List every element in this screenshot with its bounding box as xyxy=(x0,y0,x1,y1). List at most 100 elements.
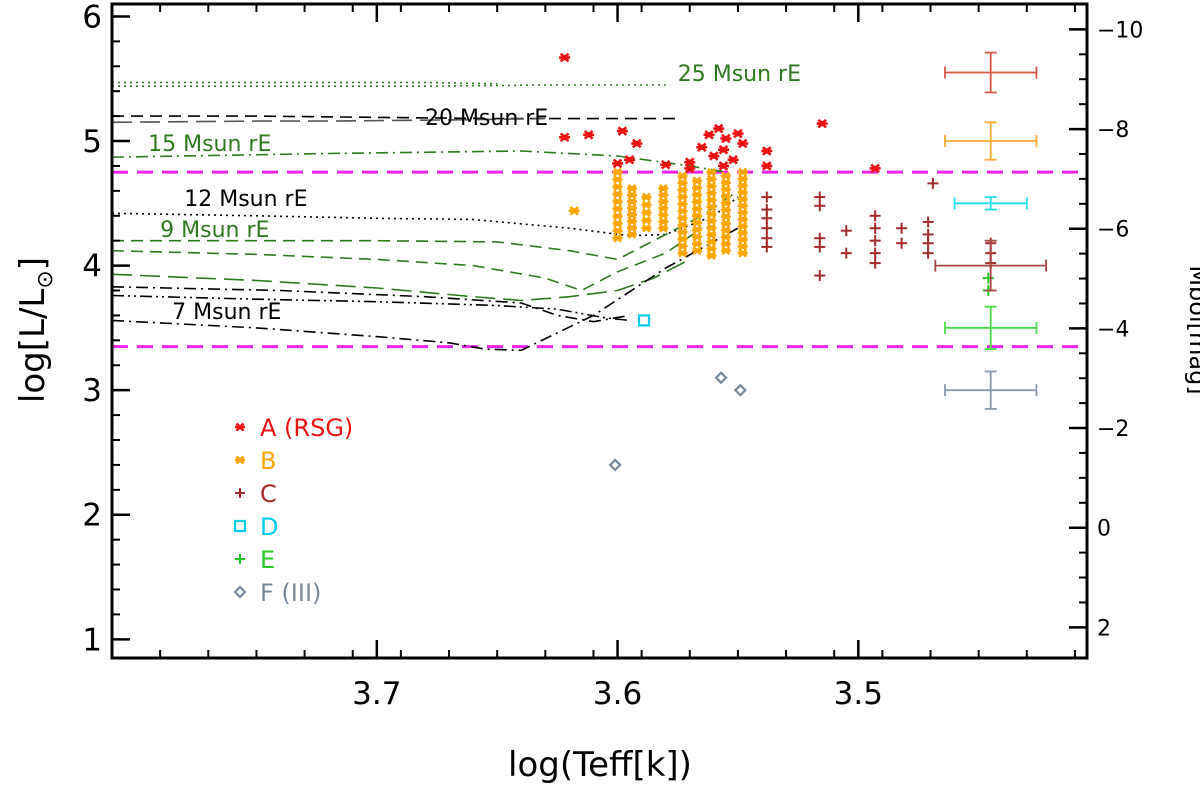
x-tick-label-0: 3.7 xyxy=(352,676,401,712)
point-B-c7-9 xyxy=(720,185,731,194)
point-B-c4-8 xyxy=(677,192,688,202)
point-B-c0-4 xyxy=(612,204,623,214)
y2-tick-label-4: −6 xyxy=(1097,218,1129,243)
legend-marker-C xyxy=(235,488,245,498)
point-A-23 xyxy=(717,161,729,171)
legend-entry-E: E xyxy=(235,546,275,574)
point-B-c7-5 xyxy=(720,212,731,222)
point-B-c6-11 xyxy=(706,174,717,184)
y-axis-title-sun: ⊙ xyxy=(33,270,58,288)
track-label-4: 9 Msun rE xyxy=(160,218,269,243)
point-B-c3-6 xyxy=(658,183,669,193)
point-C-24 xyxy=(927,177,939,189)
point-B-c5-9 xyxy=(692,183,702,193)
legend-entry-F: F (III) xyxy=(233,579,321,607)
point-A-22 xyxy=(684,163,696,174)
point-A-1 xyxy=(559,132,571,143)
series-B xyxy=(568,167,748,261)
point-A-11 xyxy=(713,123,725,134)
y2-tick-label-5: −8 xyxy=(1097,118,1129,143)
track-line-9 xyxy=(111,286,630,323)
point-B-c8-3 xyxy=(737,228,748,238)
point-B-c4-9 xyxy=(677,185,688,195)
track-line-2 xyxy=(112,115,678,120)
point-B-c7-7 xyxy=(720,198,731,208)
point-B-c0-7 xyxy=(612,182,623,192)
point-A-20 xyxy=(816,118,828,129)
point-B-c5-0 xyxy=(692,246,702,256)
point-B-c5-8 xyxy=(692,190,702,200)
plot-frame xyxy=(110,2,1089,660)
point-C-2 xyxy=(761,212,773,224)
error-bar-3 xyxy=(934,239,1047,292)
point-B-c6-8 xyxy=(706,195,717,205)
legend-label-E: E xyxy=(260,546,275,574)
point-B-c0-8 xyxy=(612,175,623,184)
point-C-15 xyxy=(869,235,881,247)
point-B-c7-1 xyxy=(720,239,731,249)
point-B-c8-0 xyxy=(737,248,748,258)
point-B-c2-0 xyxy=(641,223,652,233)
track-label-0: 25 Msun rE xyxy=(678,62,801,87)
point-B-c6-3 xyxy=(706,230,717,240)
point-C-14 xyxy=(869,222,881,234)
point-B-c0-9 xyxy=(612,167,623,177)
point-E-0 xyxy=(982,272,994,284)
legend-marker-B xyxy=(235,455,245,465)
point-C-17 xyxy=(869,257,881,269)
point-B-c4-7 xyxy=(677,199,688,209)
point-B-c0-5 xyxy=(612,197,623,206)
legend-label-C: C xyxy=(260,480,277,508)
point-B-c7-3 xyxy=(720,225,731,235)
point-B-c6-2 xyxy=(706,237,717,247)
y2-axis-title: Mbol[mag] xyxy=(1184,265,1200,394)
point-B-c8-2 xyxy=(737,235,748,245)
point-A-0 xyxy=(559,52,571,63)
point-B-c3-1 xyxy=(658,217,669,227)
point-B-c1-1 xyxy=(627,223,637,233)
point-B-c4-3 xyxy=(677,227,688,237)
y2-tick-label-3: −4 xyxy=(1097,317,1129,342)
point-B-c7-0 xyxy=(720,246,731,256)
point-A-19 xyxy=(761,161,773,171)
error-bar-1 xyxy=(944,121,1038,161)
point-D-0 xyxy=(637,314,651,327)
y-tick-label-1: 2 xyxy=(82,498,102,534)
point-B-c7-4 xyxy=(720,219,731,228)
point-B-c4-1 xyxy=(677,241,688,251)
point-B-c1-0 xyxy=(627,230,637,239)
point-B-c6-10 xyxy=(706,181,717,191)
point-B-c8-1 xyxy=(737,241,748,251)
point-C-22 xyxy=(922,237,934,249)
point-B-c1-4 xyxy=(627,203,637,213)
point-B-c3-0 xyxy=(658,223,669,233)
point-A-18 xyxy=(761,146,773,156)
point-B-c8-4 xyxy=(737,221,748,231)
y-tick-label-2: 3 xyxy=(82,373,102,409)
point-B-c2-4 xyxy=(641,192,652,202)
point-B-c7-8 xyxy=(720,191,731,201)
y2-tick-label-1: 0 xyxy=(1097,517,1111,542)
point-B-c0-6 xyxy=(612,189,623,199)
y-axis-title-close: ] xyxy=(13,257,53,270)
point-C-12 xyxy=(840,247,852,259)
series-F xyxy=(608,371,747,472)
point-B-c4-10 xyxy=(677,178,688,188)
point-B-c8-8 xyxy=(737,194,748,204)
legend-label-D: D xyxy=(260,513,278,541)
legend-entry-B: B xyxy=(235,447,276,475)
point-B-c4-6 xyxy=(677,206,688,216)
point-B-c1-7 xyxy=(627,183,637,193)
point-C-10 xyxy=(814,270,826,282)
point-B-c7-10 xyxy=(720,178,731,188)
point-C-3 xyxy=(761,222,773,234)
point-B-c6-6 xyxy=(706,209,717,219)
error-bar-5 xyxy=(944,370,1038,410)
point-F-1 xyxy=(714,371,728,385)
point-A-4 xyxy=(631,138,643,149)
track-label-2: 15 Msun rE xyxy=(148,132,271,157)
point-B-c8-12 xyxy=(737,167,748,177)
x-tick-label-2: 3.5 xyxy=(834,676,883,712)
